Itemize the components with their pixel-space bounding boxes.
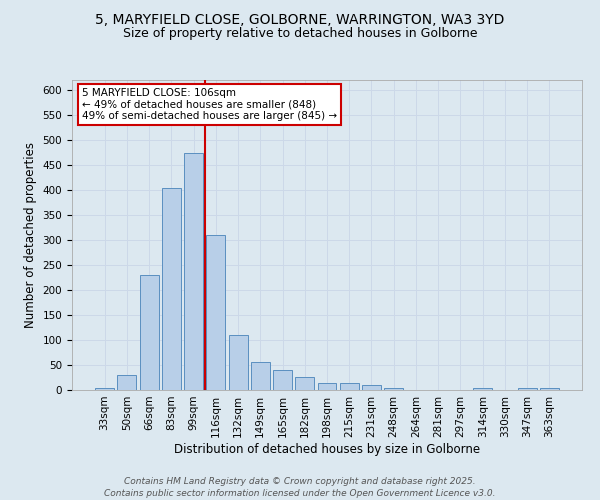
Bar (184, 152, 203, 390)
Bar (140, 275, 158, 390)
Text: 5, MARYFIELD CLOSE, GOLBORNE, WARRINGTON, WA3 3YD: 5, MARYFIELD CLOSE, GOLBORNE, WARRINGTON… (95, 12, 505, 26)
Bar (229, 335, 248, 390)
Bar (473, 388, 492, 390)
Bar (340, 382, 359, 390)
Bar (162, 188, 181, 390)
Text: 5 MARYFIELD CLOSE: 106sqm
← 49% of detached houses are smaller (848)
49% of semi: 5 MARYFIELD CLOSE: 106sqm ← 49% of detac… (82, 88, 337, 121)
Y-axis label: Number of detached properties: Number of detached properties (24, 142, 37, 328)
X-axis label: Distribution of detached houses by size in Golborne: Distribution of detached houses by size … (174, 442, 480, 456)
Bar (518, 388, 536, 390)
Bar (118, 375, 136, 390)
Bar (251, 362, 270, 390)
Bar (384, 388, 403, 390)
Bar (295, 376, 314, 390)
Text: Size of property relative to detached houses in Golborne: Size of property relative to detached ho… (123, 28, 477, 40)
Bar (540, 388, 559, 390)
Bar (317, 382, 337, 390)
Bar (95, 388, 114, 390)
Bar (362, 385, 381, 390)
Bar (206, 235, 225, 390)
Text: Contains HM Land Registry data © Crown copyright and database right 2025.
Contai: Contains HM Land Registry data © Crown c… (104, 476, 496, 498)
Bar (273, 370, 292, 390)
